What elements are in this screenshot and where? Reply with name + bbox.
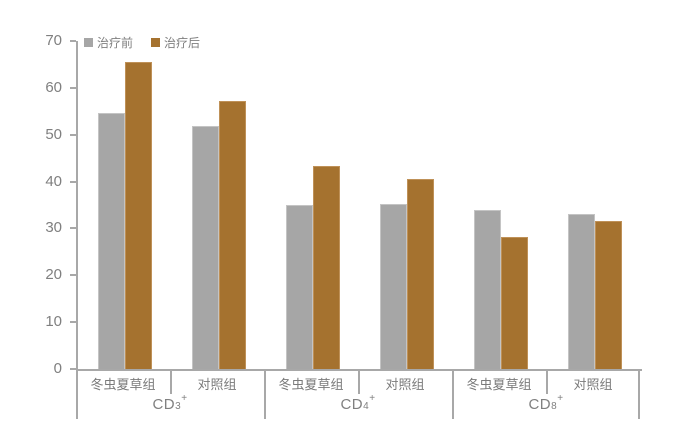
category-label: 对照组 xyxy=(573,376,613,392)
post-treatment-swatch-icon xyxy=(151,38,161,47)
group-separator xyxy=(76,370,78,419)
group-label: CD 8 + xyxy=(528,393,564,413)
legend-item-pre-treatment: 治疗前 xyxy=(84,34,133,51)
bar-治疗前-冬虫夏草组-4 xyxy=(474,210,501,369)
y-tick-label: 50 xyxy=(45,125,62,143)
legend-label-pre-treatment: 治疗前 xyxy=(97,36,134,50)
y-axis-tick xyxy=(70,274,76,277)
y-axis-tick xyxy=(70,133,76,136)
bar-治疗前-对照组-5 xyxy=(568,213,595,369)
y-axis-tick xyxy=(70,321,76,324)
bar-治疗前-冬虫夏草组-0 xyxy=(98,112,125,369)
y-tick-label: 10 xyxy=(45,313,62,331)
bar-治疗后-冬虫夏草组-2 xyxy=(313,166,340,369)
y-axis-tick xyxy=(70,180,76,183)
group-separator xyxy=(638,370,640,419)
bar-治疗后-对照组-3 xyxy=(407,178,434,369)
plot-area xyxy=(76,41,642,371)
pre-treatment-swatch-icon xyxy=(84,38,93,47)
bar-治疗后-冬虫夏草组-0 xyxy=(125,61,152,369)
y-axis-tick xyxy=(70,86,76,89)
y-axis-tick xyxy=(70,368,76,370)
subcategory-tick xyxy=(546,370,548,394)
group-label: CD 3 + xyxy=(152,393,188,413)
category-label: 对照组 xyxy=(197,376,237,392)
y-tick-label: 60 xyxy=(45,78,62,96)
category-label: 冬虫夏草组 xyxy=(90,376,156,392)
group-separator xyxy=(264,370,266,419)
y-tick-label: 0 xyxy=(53,360,62,377)
bar-治疗后-对照组-1 xyxy=(219,100,246,369)
y-tick-label: 70 xyxy=(45,32,62,49)
bar-治疗后-对照组-5 xyxy=(595,221,622,369)
y-tick-label: 20 xyxy=(45,266,62,284)
category-label: 冬虫夏草组 xyxy=(278,376,344,392)
legend-label-post-treatment: 治疗后 xyxy=(164,36,201,50)
category-label: 对照组 xyxy=(385,376,425,392)
bar-治疗前-冬虫夏草组-2 xyxy=(286,205,313,369)
y-axis-tick xyxy=(70,227,76,230)
y-tick-label: 40 xyxy=(45,172,62,190)
group-separator xyxy=(452,370,454,419)
bar-治疗后-冬虫夏草组-4 xyxy=(501,237,528,369)
subcategory-tick xyxy=(170,370,172,394)
chart-legend: 治疗前 治疗后 xyxy=(84,34,200,51)
bar-治疗前-对照组-3 xyxy=(380,203,407,369)
y-tick-label: 30 xyxy=(45,219,62,237)
category-label: 冬虫夏草组 xyxy=(466,376,532,392)
legend-item-post-treatment: 治疗后 xyxy=(151,34,200,51)
bar-治疗前-对照组-1 xyxy=(192,126,219,369)
subcategory-tick xyxy=(358,370,360,394)
group-label: CD 4 + xyxy=(340,393,376,413)
y-axis-tick xyxy=(70,40,76,42)
